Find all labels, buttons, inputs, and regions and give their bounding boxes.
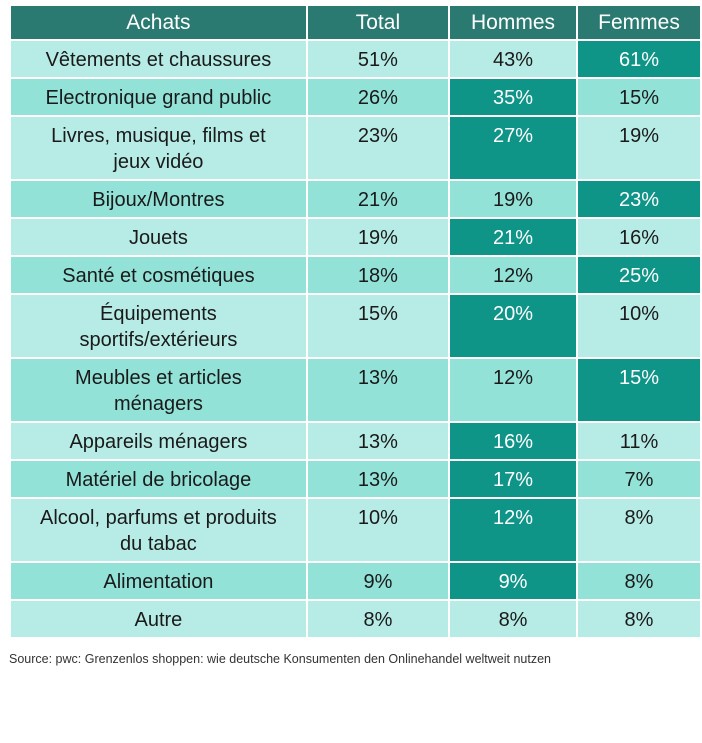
hommes-cell: 19% (448, 179, 578, 219)
hommes-cell: 12% (448, 357, 578, 423)
hommes-cell: 21% (448, 217, 578, 257)
row-label: Appareils ménagers (9, 421, 308, 461)
total-cell: 10% (305, 497, 451, 563)
hommes-cell: 35% (448, 77, 578, 117)
row-label-line: Bijoux/Montres (92, 189, 225, 211)
femmes-cell: 8% (575, 561, 702, 601)
row-label: Équipements sportifs/extérieurs (9, 293, 308, 359)
table-row: Appareils ménagers 13% 16% 11% (9, 421, 702, 461)
total-cell: 51% (305, 39, 451, 79)
femmes-cell: 23% (575, 179, 702, 219)
row-label: Jouets (9, 217, 308, 257)
hommes-cell: 27% (448, 115, 578, 181)
col-header-femmes: Femmes (575, 4, 702, 41)
table-row: Autre 8% 8% 8% (9, 599, 702, 639)
row-label-line: ménagers (113, 393, 203, 415)
femmes-cell: 25% (575, 255, 702, 295)
col-header-achats: Achats (9, 4, 308, 41)
row-label: Matériel de bricolage (9, 459, 308, 499)
table-row: Matériel de bricolage 13% 17% 7% (9, 459, 702, 499)
femmes-cell: 61% (575, 39, 702, 79)
row-label: Meubles et articles ménagers (9, 357, 308, 423)
row-label-line: Alimentation (103, 571, 214, 593)
total-cell: 26% (305, 77, 451, 117)
hommes-cell: 17% (448, 459, 578, 499)
row-label: Livres, musique, films et jeux vidéo (9, 115, 308, 181)
hommes-cell: 12% (448, 497, 578, 563)
col-header-hommes: Hommes (448, 4, 578, 41)
femmes-cell: 15% (575, 357, 702, 423)
total-cell: 15% (305, 293, 451, 359)
total-cell: 9% (305, 561, 451, 601)
row-label-line: Appareils ménagers (69, 431, 248, 453)
row-label-line: sportifs/extérieurs (79, 329, 238, 351)
row-label-line: Jouets (128, 227, 188, 249)
table-row: Alimentation 9% 9% 8% (9, 561, 702, 601)
table-row: Electronique grand public 26% 35% 15% (9, 77, 702, 117)
col-header-total: Total (305, 4, 451, 41)
row-label: Alimentation (9, 561, 308, 601)
femmes-cell: 7% (575, 459, 702, 499)
femmes-cell: 8% (575, 497, 702, 563)
table-row: Vêtements et chaussures 51% 43% 61% (9, 39, 702, 79)
hommes-cell: 9% (448, 561, 578, 601)
row-label-line: Livres, musique, films et (51, 125, 266, 147)
source-note: Source: pwc: Grenzenlos shoppen: wie deu… (9, 652, 552, 666)
femmes-cell: 16% (575, 217, 702, 257)
row-label: Bijoux/Montres (9, 179, 308, 219)
table-row: Jouets 19% 21% 16% (9, 217, 702, 257)
row-label-line: Santé et cosmétiques (62, 265, 255, 287)
femmes-cell: 19% (575, 115, 702, 181)
femmes-cell: 10% (575, 293, 702, 359)
row-label-line: Alcool, parfums et produits (40, 507, 277, 529)
row-label-line: Meubles et articles (75, 367, 242, 389)
row-label-line: Vêtements et chaussures (45, 49, 272, 71)
total-cell: 23% (305, 115, 451, 181)
row-label: Autre (9, 599, 308, 639)
total-cell: 21% (305, 179, 451, 219)
total-cell: 13% (305, 459, 451, 499)
row-label: Santé et cosmétiques (9, 255, 308, 295)
femmes-cell: 8% (575, 599, 702, 639)
total-cell: 18% (305, 255, 451, 295)
total-cell: 13% (305, 357, 451, 423)
hommes-cell: 8% (448, 599, 578, 639)
row-label-line: du tabac (120, 533, 197, 555)
hommes-cell: 20% (448, 293, 578, 359)
table-row: Équipements sportifs/extérieurs 15% 20% 10% (9, 293, 702, 359)
row-label: Alcool, parfums et produits du tabac (9, 497, 308, 563)
femmes-cell: 15% (575, 77, 702, 117)
hommes-cell: 43% (448, 39, 578, 79)
table-row: Livres, musique, films et jeux vidéo 23% 27… (9, 115, 702, 181)
hommes-cell: 12% (448, 255, 578, 295)
table-row: Alcool, parfums et produits du tabac 10% 12… (9, 497, 702, 563)
table-row: Santé et cosmétiques 18% 12% 25% (9, 255, 702, 295)
row-label: Electronique grand public (9, 77, 308, 117)
header-row: Achats Total Hommes Femmes (9, 4, 702, 41)
purchase-table: Achats Total Hommes Femmes Vêtements et … (9, 4, 702, 639)
row-label-line: Matériel de bricolage (65, 469, 252, 491)
total-cell: 19% (305, 217, 451, 257)
table-body: Vêtements et chaussures 51% 43% 61% Electron… (9, 39, 702, 639)
total-cell: 13% (305, 421, 451, 461)
row-label-line: Autre (134, 609, 183, 631)
total-cell: 8% (305, 599, 451, 639)
hommes-cell: 16% (448, 421, 578, 461)
table-row: Meubles et articles ménagers 13% 12% 15% (9, 357, 702, 423)
row-label: Vêtements et chaussures (9, 39, 308, 79)
row-label-line: Équipements (100, 303, 217, 325)
table-row: Bijoux/Montres 21% 19% 23% (9, 179, 702, 219)
row-label-line: Electronique grand public (45, 87, 272, 109)
row-label-line: jeux vidéo (113, 151, 204, 173)
femmes-cell: 11% (575, 421, 702, 461)
